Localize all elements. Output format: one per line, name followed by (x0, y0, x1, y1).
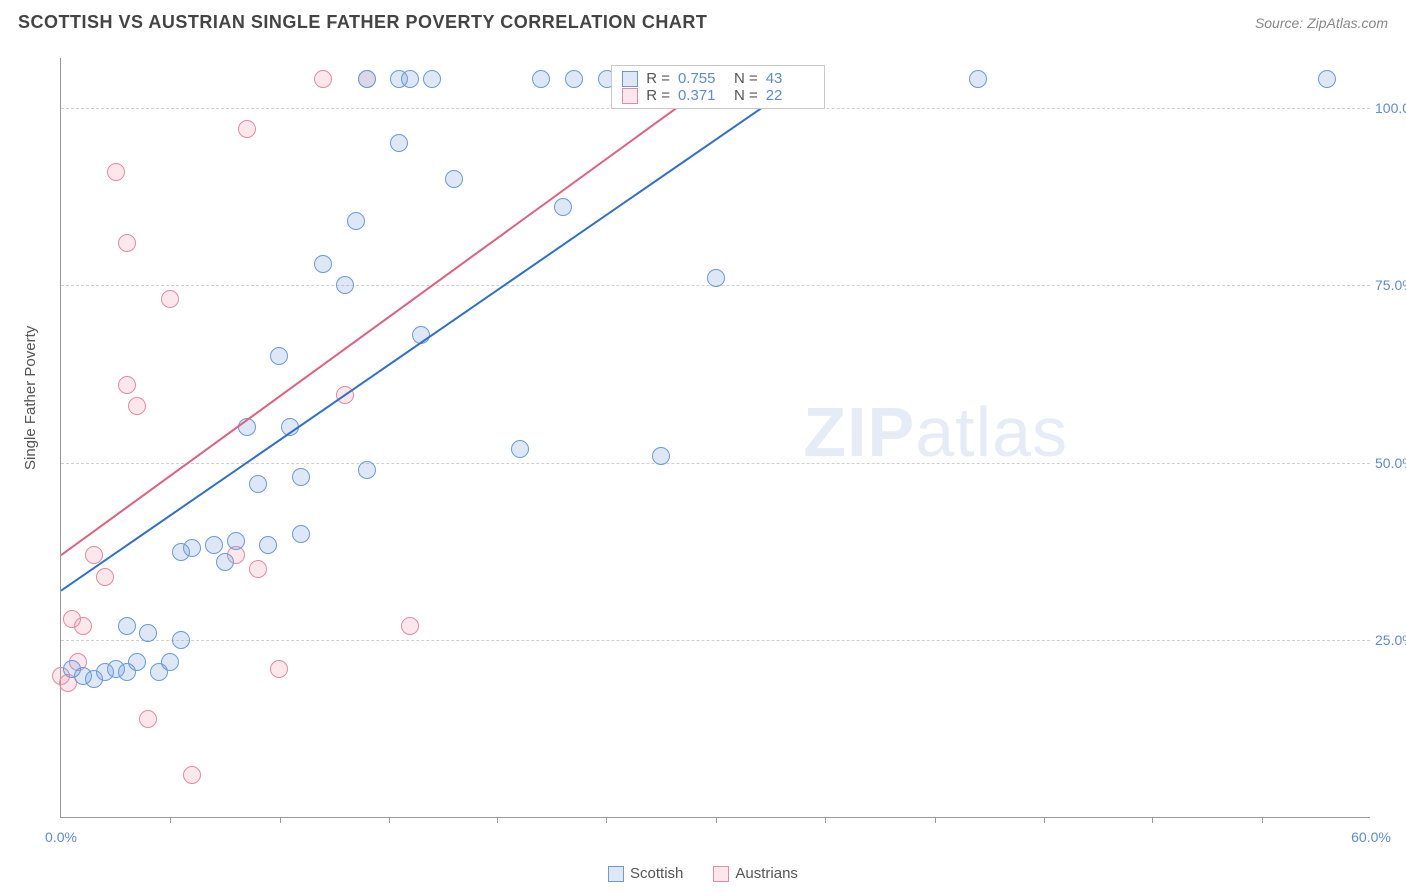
n-value: 22 (766, 87, 814, 104)
data-point-scottish (554, 198, 572, 216)
data-point-scottish (227, 532, 245, 550)
x-tick (280, 817, 281, 823)
x-tick (389, 817, 390, 823)
data-point-scottish (358, 70, 376, 88)
legend-label: Scottish (630, 865, 683, 882)
data-point-scottish (707, 269, 725, 287)
y-tick-label: 100.0% (1375, 100, 1406, 116)
x-tick (170, 817, 171, 823)
legend-item-austrians: Austrians (713, 865, 798, 882)
data-point-austrians (314, 70, 332, 88)
data-point-scottish (292, 468, 310, 486)
series-swatch-icon (622, 88, 638, 104)
data-point-scottish (347, 212, 365, 230)
legend-label: Austrians (735, 865, 798, 882)
data-point-scottish (259, 536, 277, 554)
data-point-austrians (249, 560, 267, 578)
data-point-scottish (128, 653, 146, 671)
data-point-austrians (85, 546, 103, 564)
x-tick (1262, 817, 1263, 823)
x-tick (1044, 817, 1045, 823)
data-point-scottish (118, 617, 136, 635)
x-tick-label: 0.0% (45, 829, 77, 845)
legend-item-scottish: Scottish (608, 865, 683, 882)
data-point-scottish (292, 525, 310, 543)
data-point-scottish (270, 347, 288, 365)
trend-line-scottish (61, 79, 803, 590)
data-point-scottish (445, 170, 463, 188)
chart-title: SCOTTISH VS AUSTRIAN SINGLE FATHER POVER… (18, 12, 707, 33)
data-point-austrians (183, 766, 201, 784)
data-point-scottish (216, 553, 234, 571)
r-label: R = (646, 70, 670, 87)
data-point-austrians (128, 397, 146, 415)
source-credit: Source: ZipAtlas.com (1255, 15, 1388, 31)
data-point-austrians (74, 617, 92, 635)
x-tick (606, 817, 607, 823)
x-tick (1152, 817, 1153, 823)
data-point-scottish (281, 418, 299, 436)
data-point-scottish (401, 70, 419, 88)
y-tick-label: 75.0% (1375, 277, 1406, 293)
n-value: 43 (766, 70, 814, 87)
data-point-austrians (161, 290, 179, 308)
watermark: ZIPatlas (803, 392, 1068, 472)
data-point-scottish (511, 440, 529, 458)
data-point-scottish (652, 447, 670, 465)
stats-row-scottish: R = 0.755 N = 43 (622, 70, 814, 87)
y-axis-label: Single Father Poverty (22, 326, 39, 470)
series-swatch-icon (622, 71, 638, 87)
data-point-scottish (249, 475, 267, 493)
legend-swatch-icon (713, 866, 729, 882)
data-point-austrians (139, 710, 157, 728)
r-value: 0.371 (678, 87, 726, 104)
y-tick-label: 50.0% (1375, 455, 1406, 471)
x-tick (716, 817, 717, 823)
data-point-austrians (118, 234, 136, 252)
data-point-scottish (238, 418, 256, 436)
stats-row-austrians: R = 0.371 N = 22 (622, 87, 814, 104)
x-tick (497, 817, 498, 823)
data-point-austrians (336, 386, 354, 404)
data-point-austrians (96, 568, 114, 586)
gridline (61, 463, 1370, 464)
data-point-scottish (161, 653, 179, 671)
data-point-scottish (390, 134, 408, 152)
correlation-stats-box: R = 0.755 N = 43 R = 0.371 N = 22 (611, 65, 825, 109)
data-point-scottish (565, 70, 583, 88)
r-value: 0.755 (678, 70, 726, 87)
trend-line-austrians (61, 79, 716, 555)
data-point-austrians (107, 163, 125, 181)
x-tick-label: 60.0% (1351, 829, 1391, 845)
y-tick-label: 25.0% (1375, 632, 1406, 648)
scatter-plot-area: 25.0%50.0%75.0%100.0%0.0%60.0%ZIPatlasR … (60, 58, 1370, 818)
data-point-scottish (1318, 70, 1336, 88)
data-point-scottish (183, 539, 201, 557)
r-label: R = (646, 87, 670, 104)
data-point-scottish (358, 461, 376, 479)
n-label: N = (734, 70, 758, 87)
data-point-scottish (139, 624, 157, 642)
data-point-scottish (412, 326, 430, 344)
data-point-scottish (314, 255, 332, 273)
data-point-scottish (532, 70, 550, 88)
x-tick (935, 817, 936, 823)
data-point-austrians (401, 617, 419, 635)
data-point-scottish (336, 276, 354, 294)
data-point-scottish (969, 70, 987, 88)
n-label: N = (734, 87, 758, 104)
data-point-scottish (172, 631, 190, 649)
data-point-austrians (238, 120, 256, 138)
data-point-scottish (205, 536, 223, 554)
gridline (61, 640, 1370, 641)
legend: Scottish Austrians (0, 865, 1406, 882)
data-point-austrians (118, 376, 136, 394)
x-tick (825, 817, 826, 823)
data-point-scottish (423, 70, 441, 88)
data-point-austrians (270, 660, 288, 678)
legend-swatch-icon (608, 866, 624, 882)
